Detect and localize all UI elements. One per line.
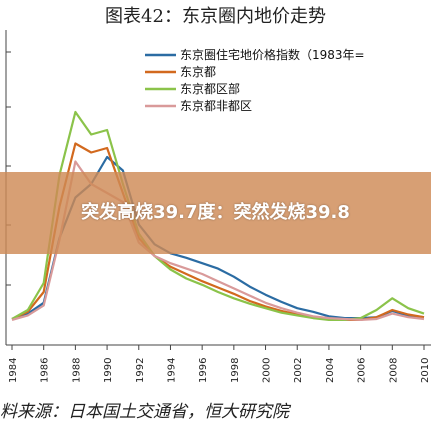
x-tick-label: 1984 [8,358,19,383]
x-tick-label: 1992 [135,358,146,383]
source-note: 料来源：日本国土交通省，恒大研究院 [0,402,289,422]
legend-label: 东京圈住宅地价格指数（1983年= [180,47,365,62]
x-tick-label: 1994 [166,358,177,383]
x-tick-label: 1998 [230,358,241,383]
x-tick-label: 2008 [388,358,399,383]
x-tick-label: 1996 [198,358,209,383]
legend-label: 东京都非都区 [180,99,252,113]
y-axis-ticks [6,51,11,346]
x-tick-label: 1988 [71,358,82,383]
legend-label: 东京都区部 [180,81,240,96]
x-tick-label: 2006 [357,358,368,383]
x-tick-label: 2010 [420,358,431,383]
x-axis-ticks: 1984 1986 1988 1990 1992 1994 1996 1998 2000 2002… [8,345,431,383]
page-title: 图表42：东京圈内地价走势 [105,6,326,27]
headline-text: 突发高烧39.7度：突然发烧39.8 [81,202,350,223]
x-tick-label: 1986 [40,358,51,383]
headline-banner: 突发高烧39.7度：突然发烧39.8 [0,172,431,254]
x-tick-label: 2000 [262,358,273,383]
series-line-4 [11,160,425,321]
x-tick-label: 1990 [103,358,114,383]
legend-label: 东京都 [180,65,216,79]
x-tick-label: 2004 [325,358,336,383]
x-tick-label: 2002 [293,358,304,383]
